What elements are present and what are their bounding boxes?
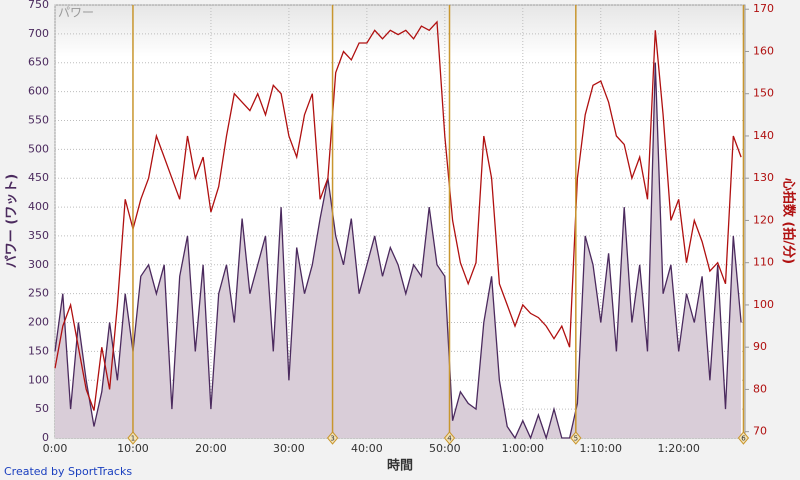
line bbox=[54, 62, 742, 441]
lap-marker bbox=[443, 431, 456, 445]
lap-marker bbox=[326, 431, 339, 445]
y-tick-label: 450 bbox=[28, 171, 49, 184]
lap-label: 5 bbox=[574, 435, 578, 443]
y2-tick-label: 100 bbox=[753, 298, 774, 311]
y-tick-label: 200 bbox=[28, 316, 49, 329]
lap-marker bbox=[737, 431, 750, 445]
x-tick-label: 20:00 bbox=[195, 442, 227, 455]
lap-label: 3 bbox=[330, 435, 334, 443]
y-tick-label: 0 bbox=[42, 431, 49, 444]
lap-label: 1 bbox=[131, 435, 135, 443]
y-tick-label: 700 bbox=[28, 27, 49, 40]
line bbox=[54, 20, 742, 411]
x-tick-label: 30:00 bbox=[273, 442, 305, 455]
chart-title: パワー bbox=[58, 6, 94, 20]
y2-tick-label: 80 bbox=[753, 382, 767, 395]
y-axis-label: パワー (ワット) bbox=[5, 174, 20, 268]
y2-tick-label: 70 bbox=[753, 425, 767, 438]
lap-marker bbox=[570, 431, 582, 445]
x-tick-label: 40:00 bbox=[351, 442, 383, 455]
y2-tick-label: 150 bbox=[753, 87, 774, 100]
x-tick-label: 0:00 bbox=[43, 442, 68, 455]
footer: Created by SportTracks bbox=[4, 465, 132, 478]
x-tick-label: 1:20:00 bbox=[658, 442, 700, 455]
y-tick-label: 600 bbox=[28, 85, 49, 98]
y-tick-label: 50 bbox=[35, 402, 49, 415]
y-tick-label: 500 bbox=[28, 142, 49, 155]
x-tick-label: 50:00 bbox=[429, 442, 461, 455]
x-tick-label: 1:10:00 bbox=[580, 442, 622, 455]
y-tick-label: 400 bbox=[28, 200, 49, 213]
y-tick-label: 750 bbox=[28, 0, 49, 11]
y2-tick-label: 120 bbox=[753, 213, 774, 226]
x-tick-label: 10:00 bbox=[117, 442, 149, 455]
y-tick-label: 300 bbox=[28, 258, 49, 271]
y2-tick-label: 160 bbox=[753, 44, 774, 57]
x-tick-label: 1:00:00 bbox=[502, 442, 544, 455]
lap-label: 6 bbox=[741, 435, 746, 443]
y-tick-label: 650 bbox=[28, 56, 49, 69]
y-tick-label: 350 bbox=[28, 229, 49, 242]
y2-tick-label: 130 bbox=[753, 171, 774, 184]
y-tick-label: 100 bbox=[28, 373, 49, 386]
y-tick-label: 550 bbox=[28, 113, 49, 126]
x-axis-label: 時間 bbox=[387, 458, 413, 474]
y2-tick-label: 90 bbox=[753, 340, 767, 353]
y2-tick-label: 110 bbox=[753, 256, 774, 269]
y2-tick-label: 140 bbox=[753, 129, 774, 142]
y-tick-label: 150 bbox=[28, 344, 49, 357]
y2-axis-label: 心拍数 (拍/分) bbox=[781, 178, 797, 264]
y2-tick-label: 170 bbox=[753, 2, 774, 15]
lap-marker bbox=[127, 431, 139, 445]
y-tick-label: 250 bbox=[28, 287, 49, 300]
lap-label: 4 bbox=[447, 435, 452, 443]
area bbox=[55, 62, 742, 438]
